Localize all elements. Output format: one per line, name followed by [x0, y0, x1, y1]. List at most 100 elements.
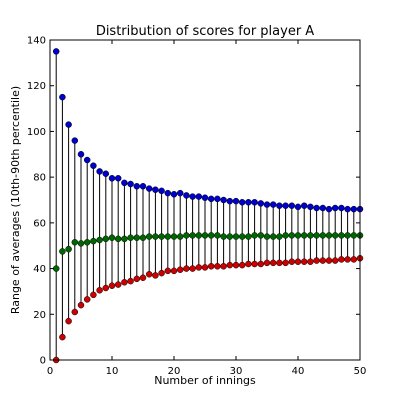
data-point [83, 239, 91, 246]
data-point [114, 175, 122, 182]
series-1-points [52, 232, 364, 272]
y-tick-label: 60 [33, 218, 46, 229]
y-tick-label: 120 [27, 81, 46, 92]
data-point [133, 183, 141, 190]
data-point [201, 194, 209, 201]
data-point [152, 233, 159, 240]
data-point [350, 205, 358, 213]
data-point [300, 232, 308, 239]
data-point [52, 48, 60, 55]
data-point [257, 260, 265, 268]
data-point [263, 233, 271, 240]
y-axis-label: Range of averages (10th-90th percentile) [9, 86, 22, 314]
data-point [294, 203, 302, 211]
data-point [338, 204, 345, 212]
data-point [102, 284, 110, 292]
data-point [288, 202, 296, 209]
data-point [121, 179, 128, 187]
y-tick-label: 20 [33, 310, 46, 321]
data-point [344, 256, 351, 263]
data-point [71, 239, 79, 246]
data-point [319, 204, 327, 212]
data-point [288, 258, 296, 265]
data-point [238, 261, 246, 269]
data-point [269, 201, 277, 208]
y-tick-label: 80 [33, 173, 46, 184]
data-point [257, 200, 265, 207]
y-tick-label: 140 [27, 36, 46, 47]
data-point [325, 205, 333, 213]
data-point [251, 199, 258, 206]
data-point [139, 183, 147, 190]
data-point [220, 263, 227, 270]
data-point [338, 232, 345, 239]
data-point [139, 274, 147, 281]
data-point [158, 233, 165, 240]
y-tick-label: 40 [33, 264, 46, 275]
data-point [214, 195, 221, 203]
data-point [83, 156, 91, 164]
data-point [83, 296, 91, 303]
x-tick-label: 50 [354, 366, 367, 377]
data-point [276, 202, 283, 209]
data-point [152, 272, 159, 279]
data-point [276, 259, 283, 267]
data-point [145, 271, 153, 278]
data-point [121, 235, 128, 243]
data-point [108, 175, 116, 182]
x-tick-label: 40 [292, 366, 305, 377]
data-point [338, 256, 345, 263]
data-point [300, 258, 308, 265]
y-tick-label: 100 [27, 127, 46, 138]
data-point [189, 232, 196, 239]
data-point [96, 236, 103, 244]
data-point [251, 260, 258, 268]
data-point [90, 162, 97, 169]
data-point [207, 195, 215, 203]
data-point [170, 191, 178, 198]
x-tick-label: 10 [106, 366, 119, 377]
data-point [214, 232, 221, 239]
data-point [294, 232, 302, 239]
data-point [139, 234, 147, 241]
data-point [226, 233, 234, 240]
x-tick-label: 30 [230, 366, 243, 377]
data-point [164, 267, 172, 275]
data-point [145, 185, 153, 192]
data-point [313, 257, 320, 264]
data-point [294, 258, 302, 265]
data-point [164, 189, 172, 197]
y-axis-ticks: 0 20 40 60 80 100 120 140 [27, 36, 360, 367]
data-point [251, 232, 258, 239]
data-point [77, 240, 85, 247]
data-point [114, 235, 122, 243]
data-point [238, 233, 246, 240]
data-point [102, 235, 110, 243]
data-point [344, 232, 351, 239]
y-tick-label: 0 [40, 356, 46, 367]
x-axis-label: Number of innings [154, 374, 256, 387]
data-point [245, 199, 252, 206]
data-point [102, 170, 110, 177]
data-point [127, 277, 134, 285]
series-0-points [52, 48, 364, 213]
data-point [238, 199, 246, 206]
data-point [319, 257, 327, 264]
data-point [108, 234, 116, 241]
data-point [127, 234, 134, 241]
data-point [108, 282, 116, 289]
data-point [183, 192, 190, 199]
data-point [344, 205, 351, 213]
data-point [189, 265, 196, 272]
data-point [276, 233, 283, 240]
data-point [232, 233, 240, 240]
data-point [307, 203, 314, 211]
data-point [176, 266, 184, 273]
data-point [331, 257, 339, 264]
data-point [127, 180, 134, 188]
data-point [77, 301, 85, 309]
data-point [183, 232, 190, 239]
data-point [71, 308, 79, 316]
data-point [331, 232, 339, 239]
data-point [71, 137, 79, 144]
